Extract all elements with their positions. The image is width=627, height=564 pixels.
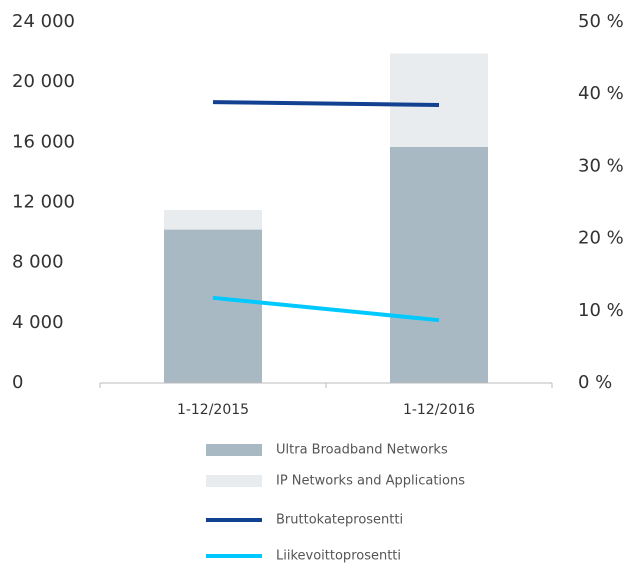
legend-label: IP Networks and Applications bbox=[276, 474, 465, 489]
y-tick-label: 0 bbox=[12, 372, 23, 393]
y2-tick-label: 20 % bbox=[578, 228, 624, 249]
y-tick-label: 12 000 bbox=[12, 192, 75, 213]
legend-label: Ultra Broadband Networks bbox=[276, 443, 448, 458]
y-tick-label: 8 000 bbox=[12, 252, 64, 273]
line bbox=[212, 100, 440, 108]
x-tick-label: 1-12/2016 bbox=[403, 402, 475, 418]
legend-label: Bruttokateprosentti bbox=[276, 513, 403, 528]
bar bbox=[164, 229, 262, 383]
line bbox=[212, 295, 440, 323]
y2-tick-label: 50 % bbox=[578, 11, 624, 32]
bar bbox=[164, 210, 262, 230]
y-tick-label: 16 000 bbox=[12, 131, 75, 152]
y2-tick-label: 30 % bbox=[578, 155, 624, 176]
bar bbox=[390, 146, 488, 383]
legend-swatch bbox=[206, 444, 262, 456]
y2-tick-label: 10 % bbox=[578, 300, 624, 321]
x-tick-label: 1-12/2015 bbox=[177, 402, 249, 418]
legend-swatch bbox=[206, 475, 262, 487]
y2-tick-label: 40 % bbox=[578, 83, 624, 104]
y-tick-label: 20 000 bbox=[12, 71, 75, 92]
y-tick-label: 24 000 bbox=[12, 11, 75, 32]
y-tick-label: 4 000 bbox=[12, 312, 64, 333]
bar bbox=[390, 53, 488, 147]
legend-label: Liikevoittoprosentti bbox=[276, 549, 401, 564]
y2-tick-label: 0 % bbox=[578, 372, 612, 393]
